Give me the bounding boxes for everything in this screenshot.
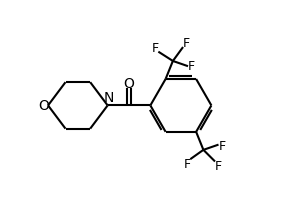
- Text: N: N: [104, 90, 114, 104]
- Text: O: O: [38, 99, 49, 113]
- Text: F: F: [182, 37, 190, 50]
- Text: F: F: [152, 42, 159, 55]
- Text: F: F: [184, 157, 191, 170]
- Text: O: O: [123, 77, 134, 91]
- Text: F: F: [188, 60, 195, 73]
- Text: F: F: [214, 159, 222, 172]
- Text: F: F: [219, 139, 226, 152]
